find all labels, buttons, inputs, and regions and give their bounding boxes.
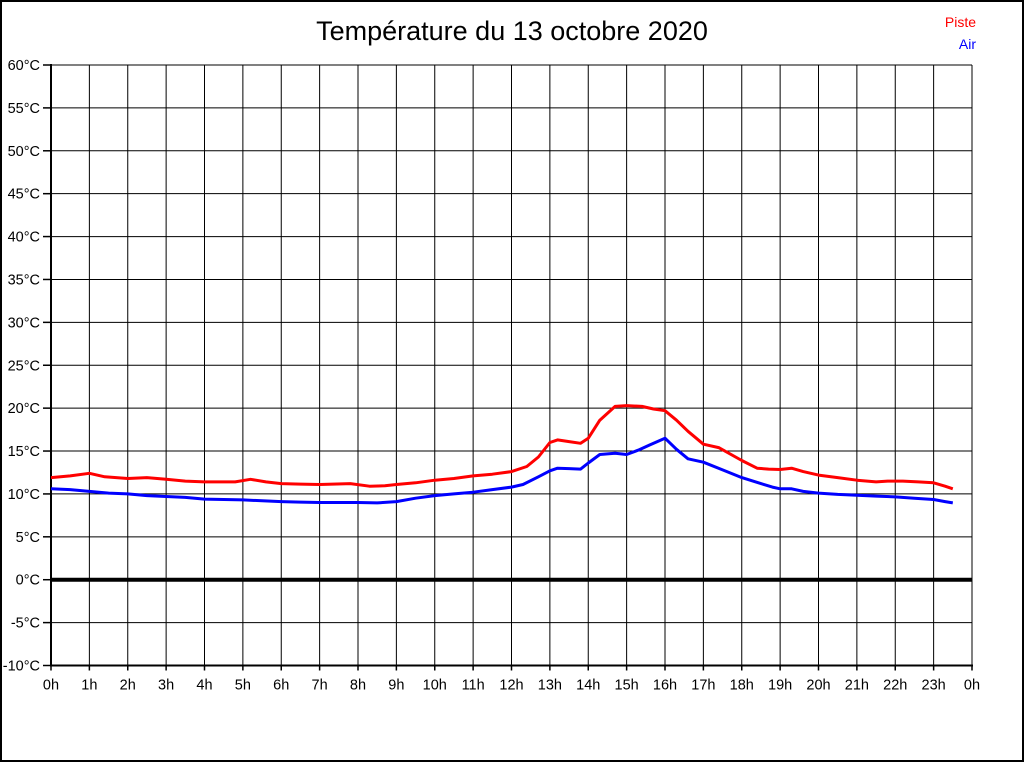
svg-text:35°C: 35°C [8, 272, 40, 288]
tick-marks [43, 64, 973, 671]
svg-text:0h: 0h [43, 678, 59, 694]
svg-text:-10°C: -10°C [3, 659, 40, 675]
svg-text:5°C: 5°C [16, 530, 40, 546]
svg-text:17h: 17h [691, 678, 715, 694]
svg-text:11h: 11h [462, 678, 485, 694]
y-axis-labels: 60°C 55°C 50°C 45°C 40°C 35°C 30°C 25°C 20°C 15°C… [3, 58, 40, 675]
svg-text:-5°C: -5°C [11, 616, 40, 632]
chart-legend: Piste Air [945, 11, 976, 55]
svg-text:20°C: 20°C [8, 401, 40, 417]
svg-text:55°C: 55°C [8, 101, 40, 117]
svg-text:8h: 8h [350, 678, 366, 694]
svg-text:0h: 0h [964, 678, 980, 694]
piste-line [50, 404, 954, 491]
svg-text:21h: 21h [845, 678, 869, 694]
svg-text:45°C: 45°C [8, 187, 40, 203]
svg-text:6h: 6h [273, 678, 289, 694]
svg-text:10h: 10h [423, 678, 447, 694]
svg-text:23h: 23h [922, 678, 946, 694]
chart-title: Température du 13 octobre 2020 [316, 16, 708, 46]
x-axis-labels: 0h 1h 2h 3h 4h 5h 6h 7h 8h 9h 10h 11h 12h 13h 14h 15h 16… [43, 678, 980, 694]
svg-text:20h: 20h [806, 678, 830, 694]
svg-text:2h: 2h [120, 678, 136, 694]
svg-text:7h: 7h [312, 678, 328, 694]
svg-text:15h: 15h [615, 678, 639, 694]
grid [50, 64, 973, 666]
svg-text:15°C: 15°C [8, 444, 40, 460]
svg-text:10°C: 10°C [8, 487, 40, 503]
legend-item-air: Air [958, 36, 976, 52]
svg-text:30°C: 30°C [8, 315, 40, 331]
svg-text:40°C: 40°C [8, 230, 40, 246]
svg-text:5h: 5h [235, 678, 251, 694]
svg-text:25°C: 25°C [8, 358, 40, 374]
svg-text:22h: 22h [883, 678, 907, 694]
svg-text:3h: 3h [158, 678, 174, 694]
air-line [50, 436, 954, 505]
svg-text:19h: 19h [768, 678, 792, 694]
svg-text:50°C: 50°C [8, 144, 40, 160]
svg-text:18h: 18h [730, 678, 754, 694]
svg-text:60°C: 60°C [8, 58, 40, 74]
svg-text:16h: 16h [653, 678, 677, 694]
svg-text:0°C: 0°C [16, 573, 40, 589]
svg-text:12h: 12h [499, 678, 523, 694]
svg-text:14h: 14h [576, 678, 600, 694]
svg-text:9h: 9h [388, 678, 404, 694]
svg-text:4h: 4h [196, 678, 212, 694]
svg-text:13h: 13h [538, 678, 562, 694]
svg-text:1h: 1h [81, 678, 97, 694]
legend-item-piste: Piste [944, 14, 976, 30]
